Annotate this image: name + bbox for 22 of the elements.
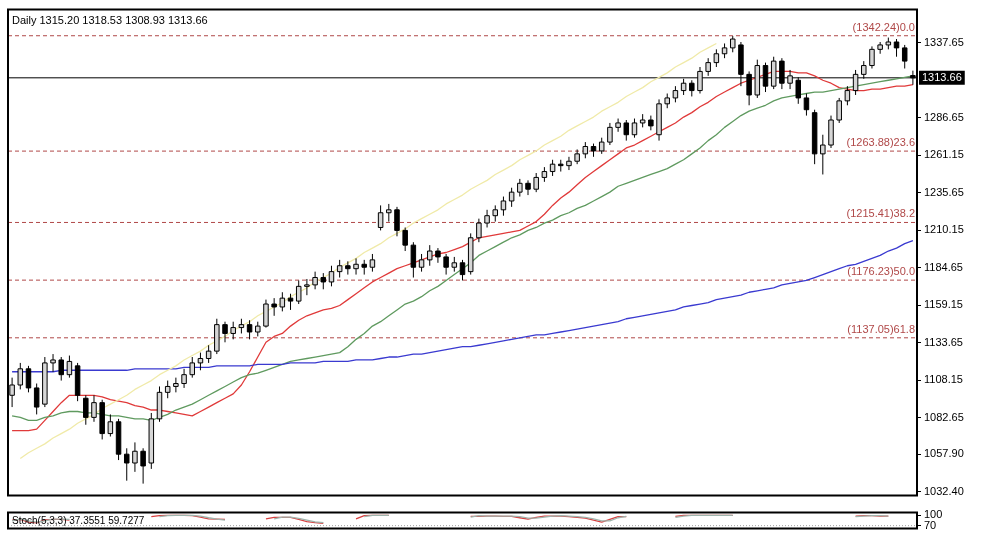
chart-title: Stoch(5,3,3) 37.3551 59.7277 — [12, 515, 145, 527]
y-tick-label: 1235.65 — [924, 185, 964, 198]
y-tick-label: 1286.65 — [924, 110, 964, 123]
y-tick-label: 1210.15 — [924, 223, 964, 236]
y-tick-label: 1082.65 — [924, 410, 964, 423]
chart-title: Daily 1315.20 1318.53 1308.93 1313.66 — [12, 13, 208, 26]
y-tick-label: 1261.15 — [924, 148, 964, 161]
y-tick-label: 70 — [924, 518, 937, 531]
y-tick-label: 1184.65 — [924, 260, 963, 273]
y-tick-label: 100 — [924, 508, 943, 521]
ref-line-label: (1263.88)23.6 — [846, 136, 915, 149]
y-tick-label: 1057.90 — [924, 447, 964, 460]
ref-line-label: (1176.23)50.0 — [847, 265, 915, 278]
ref-line-label: (1137.05)61.8 — [847, 322, 915, 335]
y-tick-label: 1032.40 — [924, 484, 964, 497]
ref-line-label: (1215.41)38.2 — [846, 207, 915, 220]
ref-line-label: 1313.66 — [922, 70, 962, 83]
ref-line-label: (1342.24)0.0 — [852, 20, 915, 33]
y-tick-label: 1159.15 — [924, 298, 963, 311]
y-tick-label: 1133.65 — [924, 335, 963, 348]
y-tick-label: 1108.15 — [924, 373, 963, 386]
y-tick-label: 1337.65 — [924, 35, 964, 48]
